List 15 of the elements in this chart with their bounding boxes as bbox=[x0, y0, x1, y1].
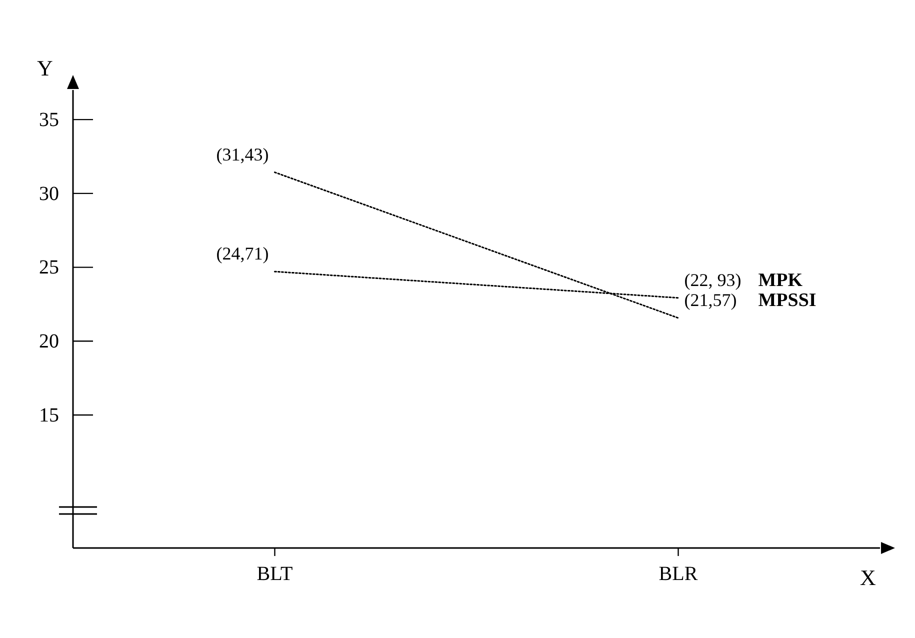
y-tick-label: 25 bbox=[39, 256, 59, 279]
data-label: (21,57) bbox=[684, 290, 737, 310]
x-axis-title: X bbox=[860, 565, 876, 590]
y-tick-label: 30 bbox=[39, 182, 59, 205]
text: MPK bbox=[758, 270, 803, 291]
y-tick-label: 20 bbox=[39, 330, 59, 353]
x-tick-label: BLT bbox=[256, 563, 293, 586]
y-axis-title: Y bbox=[37, 56, 54, 81]
text: MPSSI bbox=[758, 290, 816, 311]
y-tick-label: 15 bbox=[39, 404, 59, 426]
data-label: (31,43) bbox=[216, 144, 269, 164]
data-label: (24,71) bbox=[216, 244, 269, 264]
data-label: (22, 93) bbox=[684, 270, 742, 290]
y-tick-label: 35 bbox=[39, 108, 59, 131]
x-tick-label: BLR bbox=[658, 563, 698, 586]
